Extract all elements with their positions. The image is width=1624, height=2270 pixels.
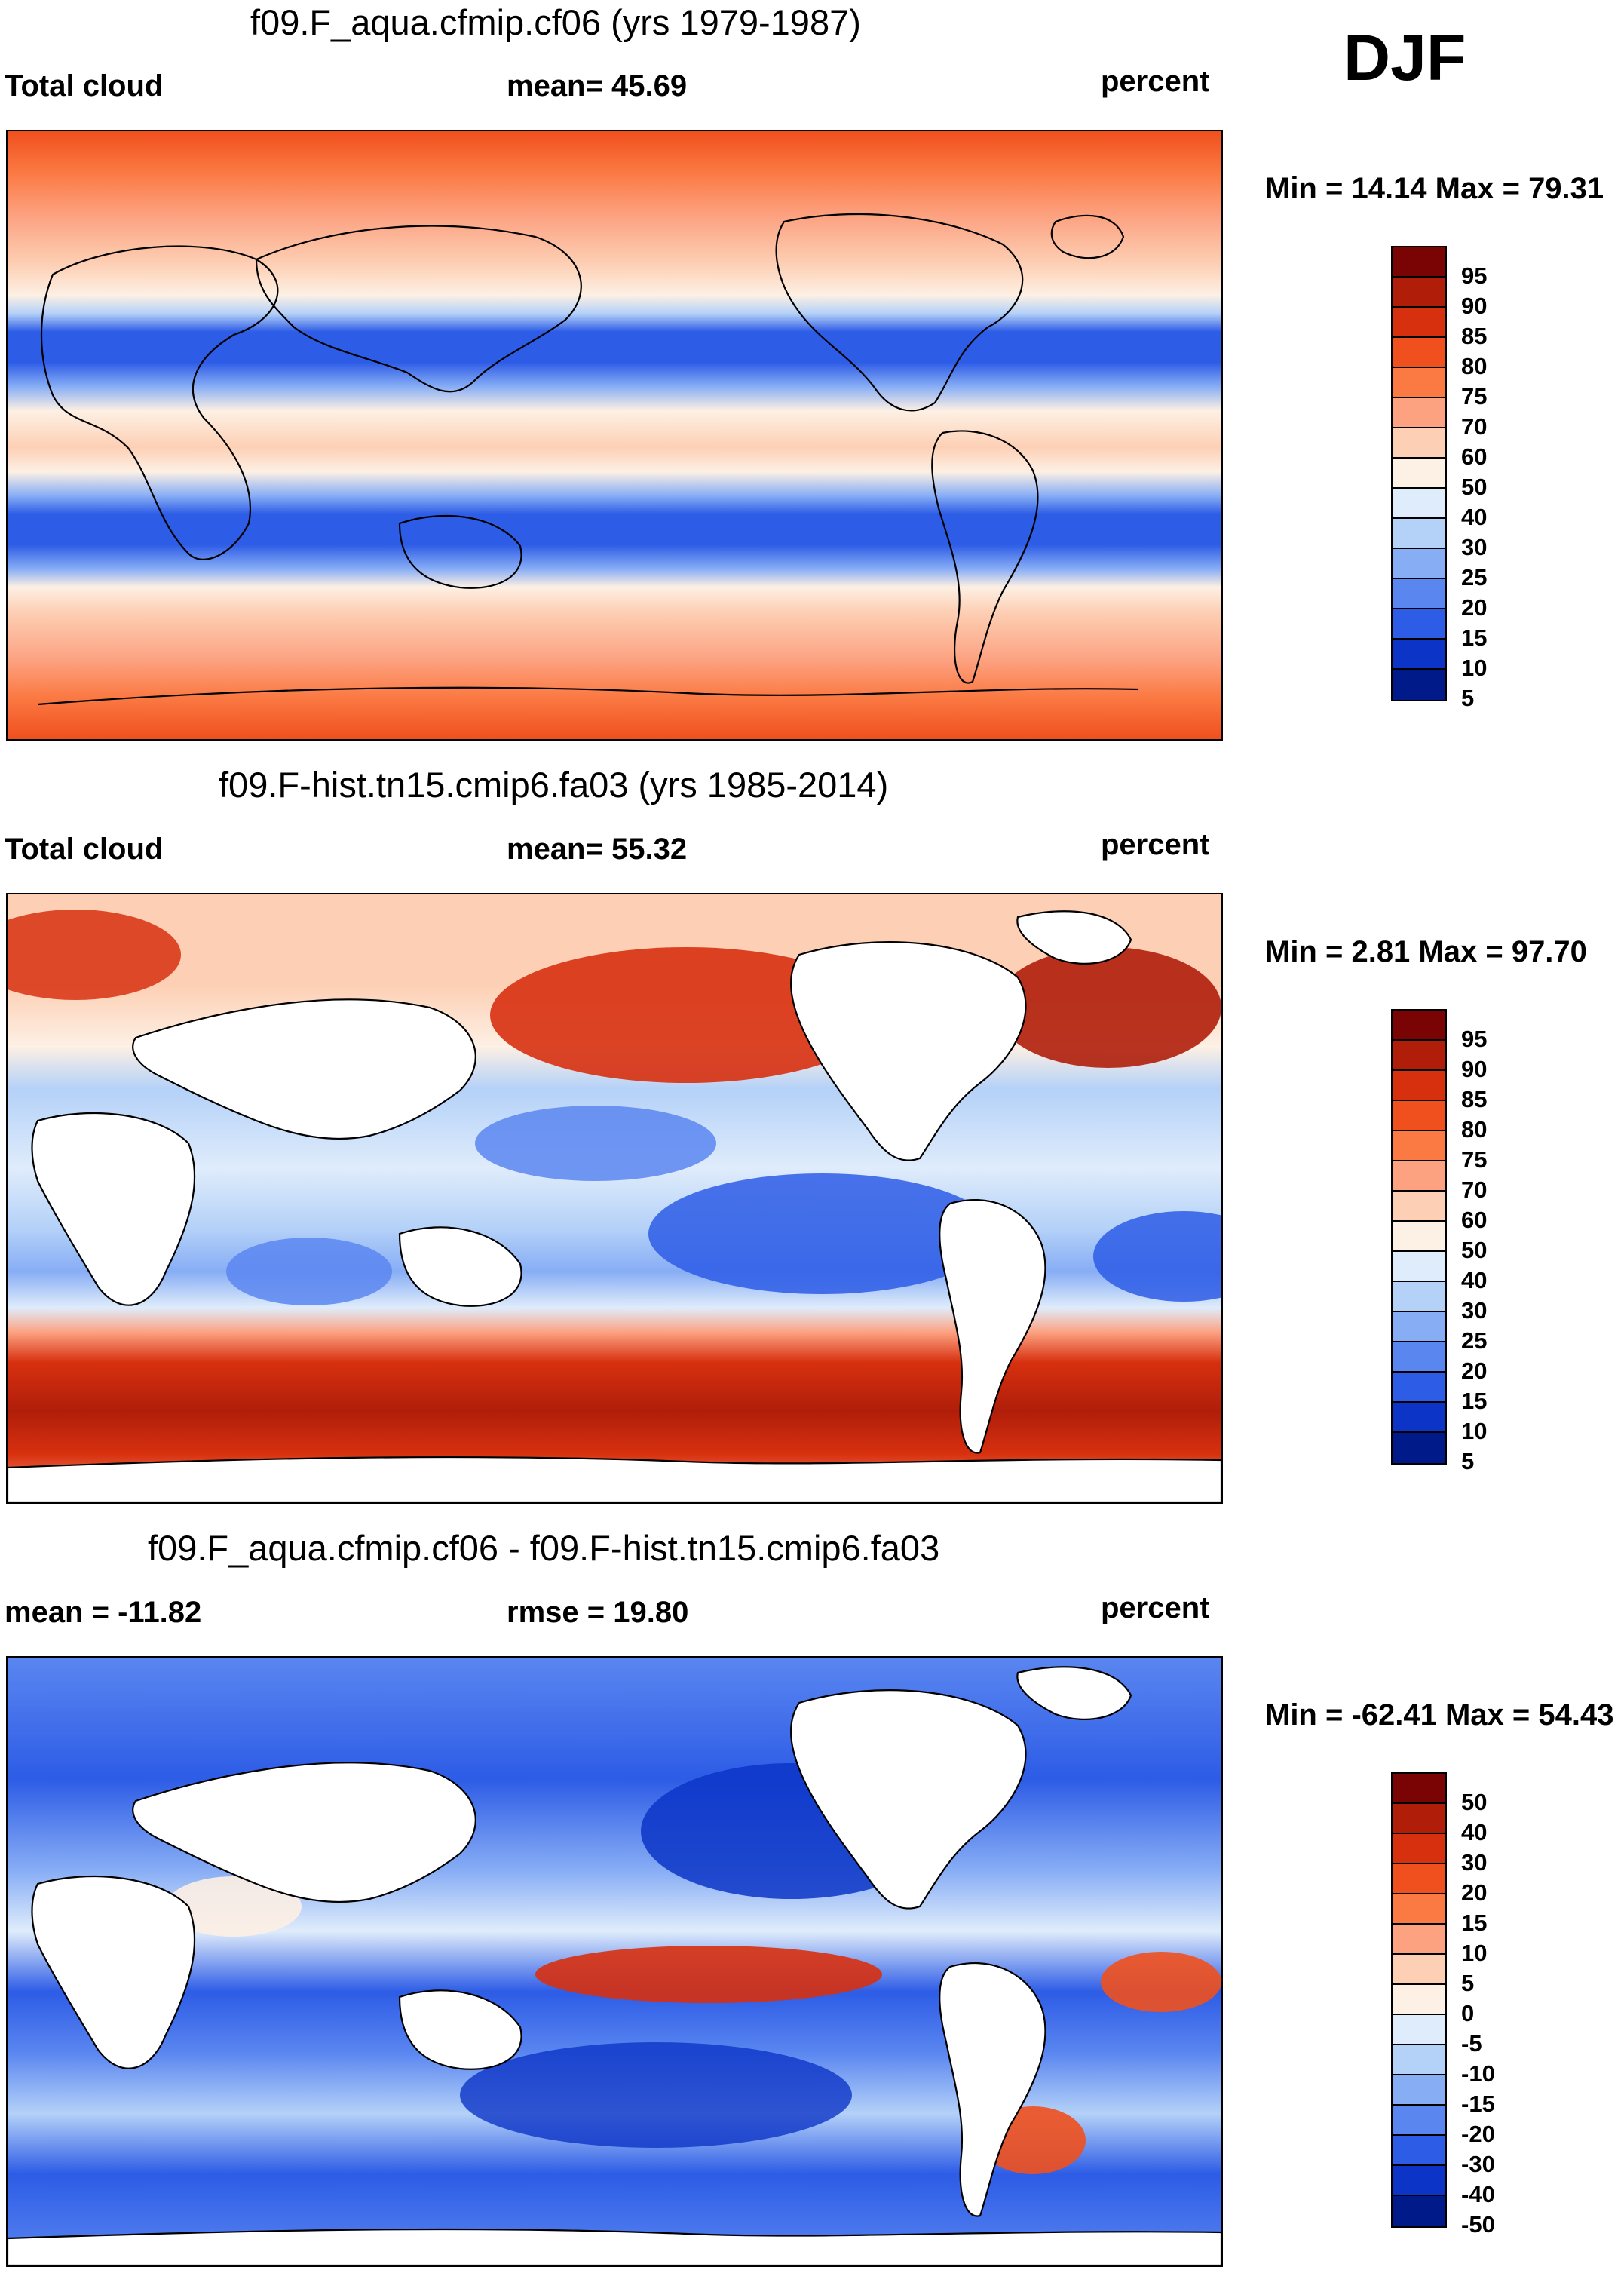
panel-3-land	[8, 1666, 1221, 2265]
panel-2-minmax: Min = 2.81 Max = 97.70	[1265, 935, 1587, 968]
colorbar-3-tick-label: 20	[1461, 1879, 1488, 1906]
colorbar-1-tick-label: 10	[1461, 655, 1488, 681]
panel-2-left-label: Total cloud	[5, 833, 164, 866]
colorbar-3-tick-label: -10	[1461, 2060, 1495, 2087]
colorbar-2-tick-label: 95	[1461, 1026, 1488, 1052]
colorbar-3-tick-label: -30	[1461, 2151, 1495, 2177]
colorbar-3-tick-label: 15	[1461, 1910, 1488, 1936]
colorbar-2-tick-label: 20	[1461, 1357, 1488, 1384]
panel-3-title: f09.F_aqua.cfmip.cf06 - f09.F-hist.tn15.…	[148, 1528, 940, 1568]
panel-3-left-label: mean = -11.82	[5, 1596, 202, 1629]
colorbar-2-tick-label: 40	[1461, 1267, 1488, 1293]
panel-3-minmax: Min = -62.41 Max = 54.43	[1265, 1698, 1614, 1732]
panel-3-right-label: percent	[1101, 1591, 1210, 1624]
colorbar-2-tick-label: 90	[1461, 1056, 1488, 1082]
season-label: DJF	[1344, 22, 1466, 94]
colorbar-1-tick-label: 20	[1461, 594, 1488, 621]
panel-1-coastlines	[37, 213, 1139, 706]
colorbar-2-tick-label: 10	[1461, 1418, 1488, 1444]
colorbar-3-tick-label: -15	[1461, 2091, 1495, 2117]
panel-1-left-label: Total cloud	[5, 69, 164, 103]
colorbar-1-tick-label: 90	[1461, 293, 1488, 319]
colorbar-3-tick-label: 50	[1461, 1789, 1488, 1815]
colorbar-3-tick-label: -40	[1461, 2181, 1495, 2207]
colorbar-3-tick-label: -20	[1461, 2121, 1495, 2147]
colorbar-2-tick-label: 80	[1461, 1116, 1488, 1143]
panel-1-minmax: Min = 14.14 Max = 79.31	[1265, 172, 1604, 205]
panel-1-title: f09.F_aqua.cfmip.cf06 (yrs 1979-1987)	[250, 2, 861, 42]
colorbar-1-tick-label: 15	[1461, 624, 1488, 651]
colorbar-1-tick-label: 85	[1461, 323, 1488, 349]
panel-2-right-label: percent	[1101, 828, 1210, 861]
panel-2-center-label: mean= 55.32	[507, 833, 688, 866]
colorbar-2-tick-label: 5	[1461, 1448, 1475, 1474]
panel-2-map	[6, 893, 1223, 1504]
colorbar-2-tick-label: 15	[1461, 1388, 1488, 1414]
colorbar-2-tick-label: 30	[1461, 1297, 1488, 1324]
colorbar-1-tick-label: 40	[1461, 504, 1488, 530]
panel-3-center-label: rmse = 19.80	[507, 1596, 689, 1629]
panel-3-map-plot	[8, 1658, 1221, 2265]
panel-1-center-label: mean= 45.69	[507, 69, 688, 103]
panel-2-title: f09.F-hist.tn15.cmip6.fa03 (yrs 1985-201…	[219, 765, 889, 805]
panel-1-map	[6, 130, 1223, 741]
colorbar-3-tick-label: 0	[1461, 2000, 1475, 2026]
panel-1-map-plot	[8, 131, 1221, 739]
panel-2-colorbar	[1391, 1009, 1447, 1465]
colorbar-1-tick-label: 80	[1461, 353, 1488, 379]
colorbar-2-tick-label: 50	[1461, 1237, 1488, 1263]
colorbar-1-tick-label: 25	[1461, 564, 1488, 591]
panel-3-map	[6, 1656, 1223, 2267]
colorbar-1-tick-label: 50	[1461, 474, 1488, 500]
colorbar-1-tick-label: 30	[1461, 534, 1488, 560]
panel-1-colorbar	[1391, 246, 1447, 701]
colorbar-1-tick-label: 75	[1461, 383, 1488, 410]
colorbar-2-tick-label: 60	[1461, 1207, 1488, 1233]
colorbar-3-tick-label: -50	[1461, 2211, 1495, 2238]
colorbar-2-tick-label: 70	[1461, 1176, 1488, 1203]
panel-2-land	[8, 910, 1221, 1502]
colorbar-3-tick-label: 5	[1461, 1970, 1475, 1996]
colorbar-1-tick-label: 5	[1461, 685, 1475, 711]
colorbar-1-tick-label: 70	[1461, 413, 1488, 440]
colorbar-3-tick-label: 10	[1461, 1940, 1488, 1966]
panel-3-colorbar	[1391, 1772, 1447, 2228]
colorbar-3-tick-label: -5	[1461, 2030, 1482, 2057]
colorbar-3-tick-label: 40	[1461, 1819, 1488, 1845]
panel-2-map-plot	[8, 894, 1221, 1502]
colorbar-1-tick-label: 95	[1461, 262, 1488, 289]
colorbar-2-tick-label: 75	[1461, 1146, 1488, 1173]
colorbar-1-tick-label: 60	[1461, 443, 1488, 470]
panel-1-right-label: percent	[1101, 65, 1210, 98]
colorbar-2-tick-label: 85	[1461, 1086, 1488, 1112]
colorbar-3-tick-label: 30	[1461, 1849, 1488, 1876]
colorbar-2-tick-label: 25	[1461, 1327, 1488, 1354]
